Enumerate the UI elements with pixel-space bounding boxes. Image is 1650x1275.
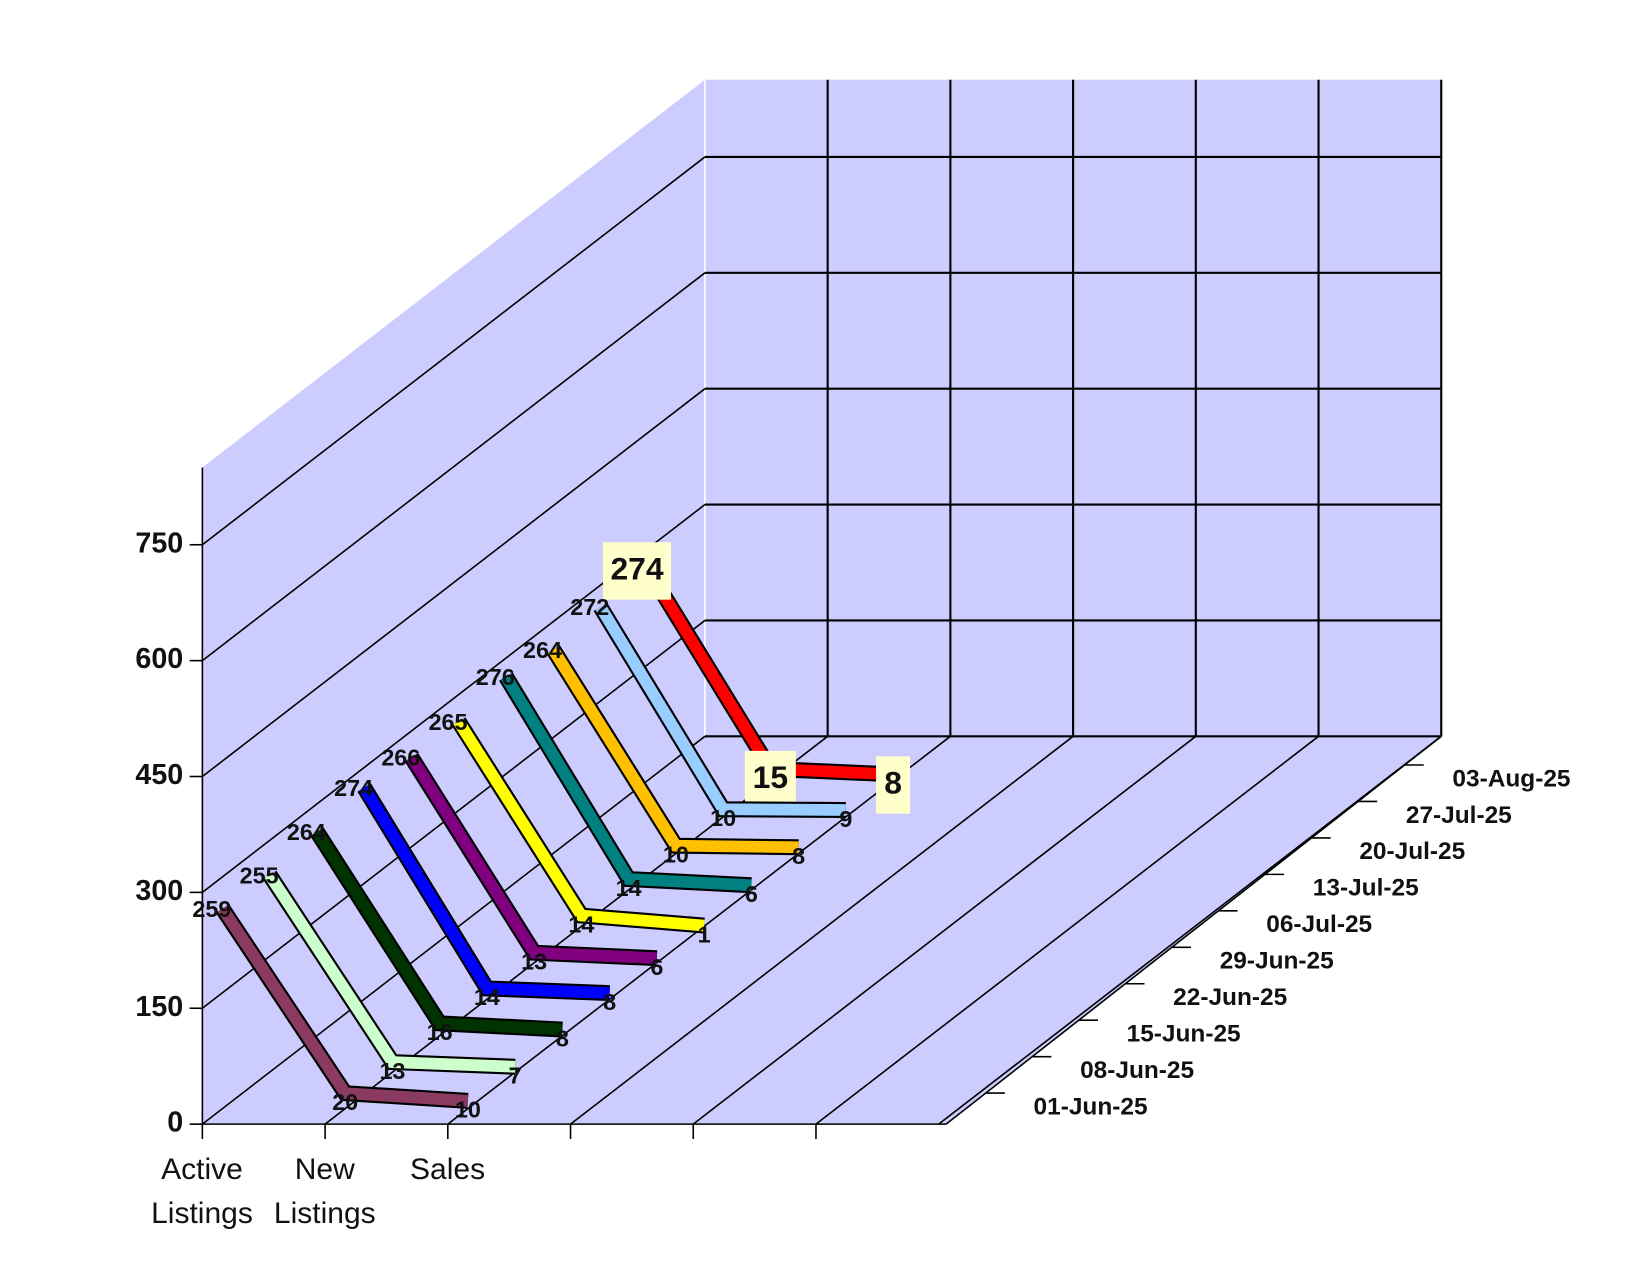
legend-label: 06-Jul-25 bbox=[1266, 911, 1372, 938]
legend-label: 20-Jul-25 bbox=[1359, 838, 1465, 865]
data-label: 10 bbox=[455, 1097, 481, 1123]
data-label: 265 bbox=[429, 709, 468, 735]
grid-line bbox=[201, 156, 706, 546]
data-label: 20 bbox=[332, 1089, 358, 1115]
grid-line bbox=[201, 388, 706, 778]
data-label: 6 bbox=[745, 881, 758, 907]
data-label: 14 bbox=[474, 984, 500, 1010]
legend-label: 03-Aug-25 bbox=[1452, 765, 1570, 792]
data-label: 8 bbox=[792, 843, 805, 869]
data-label: 6 bbox=[650, 954, 663, 980]
data-label: 1 bbox=[698, 921, 711, 947]
data-label: 7 bbox=[509, 1063, 522, 1089]
legend-label: 15-Jun-25 bbox=[1127, 1021, 1241, 1048]
data-label: 255 bbox=[240, 862, 279, 888]
data-label: 272 bbox=[570, 594, 609, 620]
legend-label: 29-Jun-25 bbox=[1220, 948, 1334, 975]
data-label: 8 bbox=[556, 1025, 569, 1051]
data-label: 259 bbox=[192, 896, 231, 922]
line bbox=[217, 905, 469, 1107]
y-tick-label: 300 bbox=[135, 875, 183, 907]
data-label: 264 bbox=[287, 819, 326, 845]
data-label: 9 bbox=[839, 806, 852, 832]
data-label: 14 bbox=[616, 875, 642, 901]
data-label: 274 bbox=[610, 550, 663, 586]
line bbox=[548, 646, 799, 854]
line bbox=[500, 673, 752, 892]
legend-label: 08-Jun-25 bbox=[1080, 1057, 1194, 1084]
line bbox=[264, 871, 516, 1073]
floor-line bbox=[570, 735, 1074, 1125]
data-label: 8 bbox=[884, 764, 902, 800]
floor-line bbox=[692, 735, 1197, 1125]
data-label: 264 bbox=[523, 637, 562, 663]
x-tick-label: New Listings bbox=[273, 1153, 376, 1231]
data-label: 276 bbox=[476, 664, 515, 690]
legend-label: 13-Jul-25 bbox=[1313, 875, 1419, 902]
data-label: 10 bbox=[710, 805, 736, 831]
label-box bbox=[603, 542, 672, 600]
x-tick-label: Sales bbox=[410, 1153, 486, 1187]
y-tick-label: 0 bbox=[167, 1107, 183, 1139]
legend-label: 22-Jun-25 bbox=[1173, 984, 1287, 1011]
line bbox=[595, 603, 846, 816]
legend-label: 01-Jun-25 bbox=[1034, 1093, 1148, 1120]
x-tick-label: Active Listings bbox=[151, 1153, 253, 1231]
label-box bbox=[876, 756, 911, 814]
legend-label: 27-Jul-25 bbox=[1406, 802, 1512, 829]
line bbox=[453, 718, 705, 932]
data-label: 10 bbox=[663, 842, 689, 868]
grid-line bbox=[201, 272, 706, 662]
y-tick-label: 150 bbox=[135, 991, 183, 1023]
data-label: 274 bbox=[334, 775, 373, 801]
data-label: 15 bbox=[753, 759, 788, 795]
data-label: 8 bbox=[603, 989, 616, 1015]
y-tick-label: 600 bbox=[135, 643, 183, 675]
line bbox=[312, 828, 563, 1036]
y-tick-label: 750 bbox=[135, 527, 183, 559]
data-label: 14 bbox=[568, 911, 594, 937]
floor-line bbox=[815, 735, 1320, 1125]
line bbox=[406, 754, 658, 964]
y-tick-label: 450 bbox=[135, 759, 183, 791]
line bbox=[359, 784, 610, 999]
data-label: 266 bbox=[381, 745, 420, 771]
floor-line bbox=[938, 735, 1442, 1125]
label-box bbox=[744, 750, 796, 809]
data-label: 16 bbox=[427, 1019, 453, 1045]
data-label: 13 bbox=[521, 949, 547, 975]
data-label: 13 bbox=[379, 1058, 405, 1084]
